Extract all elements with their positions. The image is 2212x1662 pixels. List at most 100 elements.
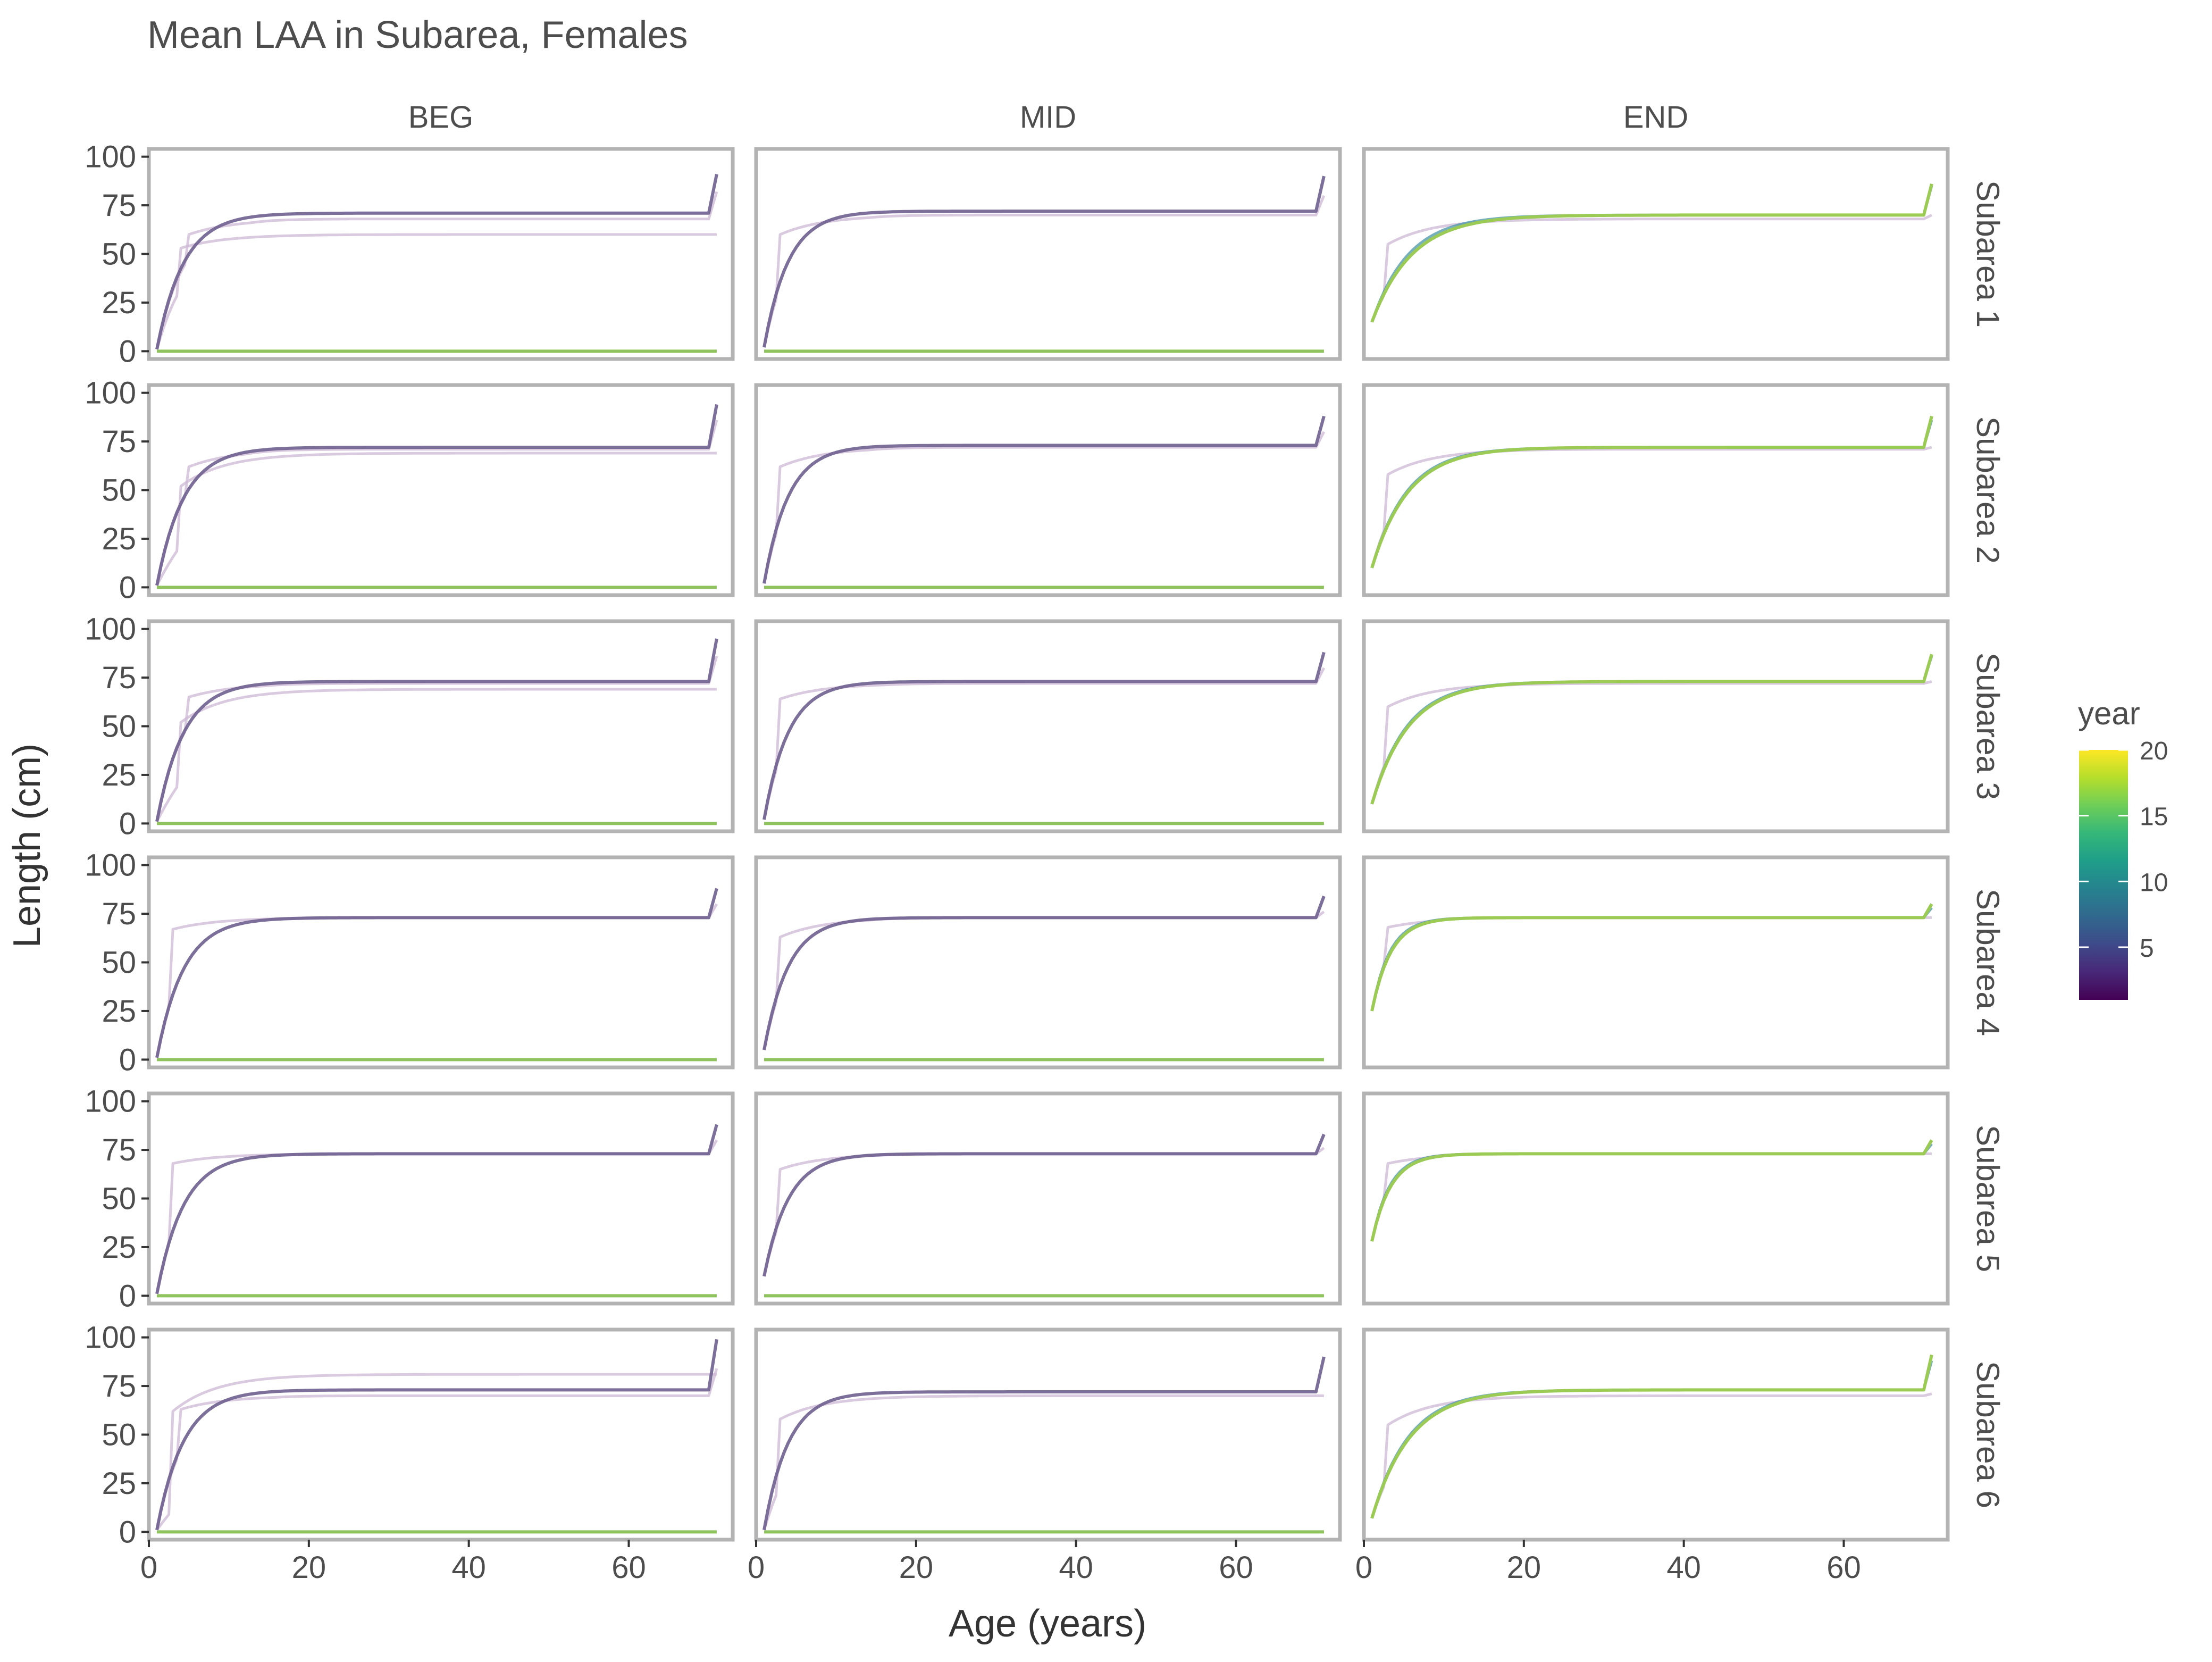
panels-layer: BEG MID END Subarea 1 Subarea 2 Subarea 3 Suba… [85, 100, 2006, 1585]
y-tick-label: 0 [119, 570, 136, 605]
panel-subarea-3-beg [147, 619, 735, 833]
panel-subarea-3-beg-series-faint-0 [155, 688, 717, 822]
panel-subarea-2-mid-series-faint-0 [763, 431, 1326, 584]
y-tick-label: 0 [119, 806, 136, 841]
strip-label-subarea-6: Subarea 6 [1970, 1361, 2006, 1508]
panel-subarea-3-mid [754, 619, 1342, 833]
panel-subarea-3-end-series-faint-0 [1370, 680, 1932, 805]
y-tick-label: 0 [119, 1279, 136, 1313]
panel-subarea-3-mid-series-faint-0 [763, 667, 1326, 820]
strip-label-subarea-4: Subarea 4 [1970, 889, 2006, 1036]
y-tick-label: 75 [102, 188, 136, 223]
y-tick-label: 0 [119, 1515, 136, 1549]
y-tick-label: 75 [102, 897, 136, 931]
y-tick-label: 100 [85, 1321, 136, 1355]
panel-subarea-2-beg [147, 383, 735, 597]
panel-subarea-5-mid [754, 1091, 1342, 1306]
panel-subarea-1-beg [147, 147, 735, 361]
panel-subarea-5-end-series-latest-2 [1370, 1139, 1933, 1242]
x-tick-label: 20 [1507, 1550, 1541, 1585]
panel-subarea-2-mid-series-dark-1 [763, 415, 1326, 584]
x-tick-label: 20 [899, 1550, 934, 1585]
y-tick-label: 75 [102, 1133, 136, 1167]
panel-subarea-3-beg-series-dark-2 [155, 638, 718, 822]
strip-label-mid: MID [1020, 100, 1076, 135]
x-tick-label: 0 [140, 1550, 157, 1585]
colorbar-tick-label: 10 [2140, 868, 2168, 897]
panel-subarea-5-beg [147, 1091, 735, 1306]
colorbar-tick-label: 20 [2140, 737, 2168, 765]
panel-subarea-1-mid [754, 147, 1342, 361]
panel-subarea-6-mid [754, 1327, 1342, 1542]
panel-subarea-2-beg-series-faint-1 [155, 420, 718, 586]
panel-subarea-3-end [1362, 619, 1950, 833]
y-tick-label: 0 [119, 334, 136, 369]
panel-subarea-1-end-series-latest-2 [1370, 183, 1933, 323]
colorbar-legend: 5 10 15 20 [2079, 737, 2168, 1000]
x-tick-label: 60 [1826, 1550, 1861, 1585]
y-tick-label: 50 [102, 709, 136, 744]
panel-subarea-2-mid [754, 383, 1342, 597]
panel-subarea-4-end-series-latest-2 [1370, 903, 1933, 1012]
y-tick-label: 50 [102, 473, 136, 508]
panel-subarea-5-mid-series-dark-1 [763, 1133, 1326, 1277]
y-tick-label: 75 [102, 661, 136, 695]
x-tick-label: 60 [611, 1550, 646, 1585]
panel-subarea-2-end-series-latest-2 [1370, 415, 1933, 569]
panel-subarea-6-beg [147, 1327, 735, 1542]
x-tick-label: 0 [748, 1550, 765, 1585]
panel-subarea-1-mid-series-faint-0 [763, 195, 1326, 348]
y-tick-label: 100 [85, 140, 136, 174]
x-tick-label: 40 [451, 1550, 486, 1585]
panel-subarea-1-beg-series-faint-1 [155, 191, 718, 350]
panel-subarea-1-end [1362, 147, 1950, 361]
x-tick-label: 20 [292, 1550, 326, 1585]
y-tick-label: 0 [119, 1042, 136, 1077]
strip-label-subarea-3: Subarea 3 [1970, 653, 2006, 800]
y-tick-label: 50 [102, 946, 136, 980]
y-tick-label: 25 [102, 286, 136, 320]
y-tick-label: 50 [102, 237, 136, 272]
panel-subarea-2-beg-series-faint-0 [155, 452, 717, 586]
y-axis-label: Length (cm) [6, 744, 48, 948]
panel-subarea-5-beg-series-dark-1 [155, 1124, 718, 1294]
y-tick-label: 50 [102, 1418, 136, 1452]
panel-subarea-5-end [1362, 1091, 1950, 1306]
panel-subarea-4-beg-series-dark-1 [155, 888, 718, 1058]
y-tick-label: 75 [102, 1369, 136, 1404]
strip-label-subarea-2: Subarea 2 [1970, 416, 2006, 564]
panel-subarea-1-beg-series-dark-2 [155, 173, 718, 350]
strip-label-end: END [1623, 100, 1688, 135]
y-tick-label: 25 [102, 1230, 136, 1265]
chart-title: Mean LAA in Subarea, Females [147, 14, 688, 56]
x-tick-label: 0 [1355, 1550, 1372, 1585]
y-tick-label: 25 [102, 1466, 136, 1501]
strip-label-subarea-5: Subarea 5 [1970, 1125, 2006, 1272]
colorbar [2079, 750, 2128, 1000]
panel-subarea-6-end-series-latest-2 [1370, 1354, 1933, 1519]
panel-subarea-2-end [1362, 383, 1950, 597]
panel-subarea-2-end-series-faint-0 [1370, 446, 1932, 569]
legend-title: year [2078, 696, 2140, 731]
colorbar-tick-label: 15 [2140, 803, 2168, 831]
x-tick-label: 40 [1059, 1550, 1093, 1585]
panel-subarea-6-beg-series-dark-2 [155, 1339, 718, 1531]
strip-label-subarea-1: Subarea 1 [1970, 180, 2006, 328]
panel-subarea-6-beg-series-faint-1 [155, 1368, 718, 1531]
panel-subarea-2-beg-series-dark-2 [155, 404, 718, 586]
panel-subarea-4-mid-series-dark-1 [763, 896, 1326, 1050]
panel-subarea-6-beg-series-faint-0 [156, 1373, 717, 1531]
panel-subarea-4-end [1362, 855, 1950, 1070]
y-tick-label: 25 [102, 758, 136, 792]
y-tick-label: 50 [102, 1182, 136, 1216]
x-tick-label: 60 [1219, 1550, 1253, 1585]
panel-subarea-6-mid-series-faint-0 [763, 1394, 1324, 1531]
panel-subarea-4-beg [147, 855, 735, 1070]
x-axis-label: Age (years) [949, 1602, 1146, 1645]
panel-subarea-3-end-series-latest-2 [1370, 654, 1933, 805]
x-tick-label: 40 [1666, 1550, 1701, 1585]
panel-subarea-1-mid-series-dark-1 [763, 176, 1326, 348]
y-tick-label: 75 [102, 424, 136, 459]
